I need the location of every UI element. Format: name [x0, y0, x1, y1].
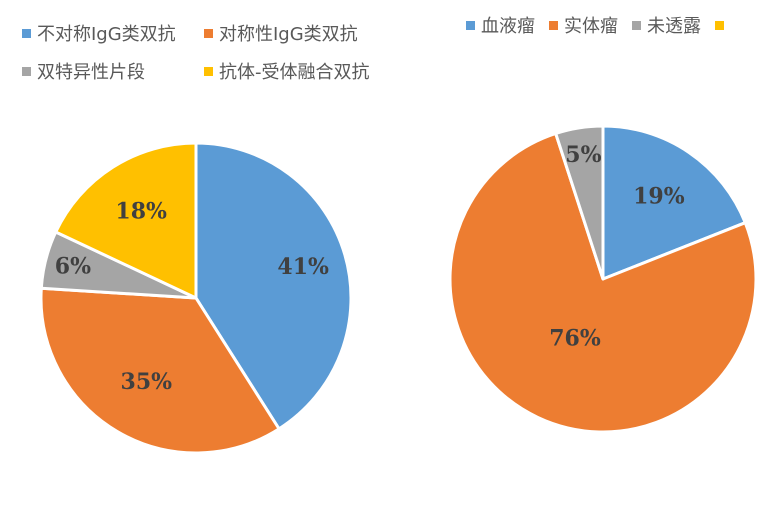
data-label: 19%: [633, 184, 685, 210]
legend-label: 不对称IgG类双抗: [37, 24, 176, 45]
legend-left: 不对称IgG类双抗 对称性IgG类双抗 双特异性片段 抗体-受体融合双抗: [22, 20, 394, 84]
legend-swatch: [549, 20, 558, 30]
legend-item: 未透露: [632, 12, 701, 38]
legend-label: 对称性IgG类双抗: [219, 24, 358, 45]
data-label: 76%: [549, 326, 601, 352]
legend-item: 实体瘤: [549, 12, 618, 38]
data-label: 6%: [55, 253, 91, 279]
legend-right: 血液瘤 实体瘤 未透露: [466, 12, 744, 38]
legend-swatch: [715, 20, 724, 30]
data-label: 41%: [277, 254, 329, 280]
legend-swatch: [22, 28, 31, 38]
legend-swatch: [22, 66, 31, 76]
pie-slice: [554, 124, 605, 281]
legend-item: 血液瘤: [466, 12, 535, 38]
pie-slice: [448, 131, 758, 434]
pie-slice: [54, 141, 198, 300]
data-label: 35%: [121, 369, 173, 395]
pie-slice: [39, 286, 281, 455]
legend-item: 抗体-受体融合双抗: [204, 58, 394, 84]
legend-item: 双特异性片段: [22, 58, 204, 84]
legend-item: 对称性IgG类双抗: [204, 20, 394, 46]
legend-label: 未透露: [647, 16, 701, 37]
pie-slice: [601, 124, 747, 281]
legend-label: 实体瘤: [564, 16, 618, 37]
data-label: 5%: [565, 142, 601, 168]
legend-item: [715, 12, 730, 38]
legend-swatch: [204, 66, 213, 76]
legend-label: 血液瘤: [481, 16, 535, 37]
legend-label: 抗体-受体融合双抗: [219, 62, 370, 83]
legend-swatch: [632, 20, 641, 30]
legend-label: 双特异性片段: [37, 62, 145, 83]
legend-item: 不对称IgG类双抗: [22, 20, 204, 46]
data-label: 18%: [115, 199, 167, 225]
legend-swatch: [204, 28, 213, 38]
legend-swatch: [466, 20, 475, 30]
